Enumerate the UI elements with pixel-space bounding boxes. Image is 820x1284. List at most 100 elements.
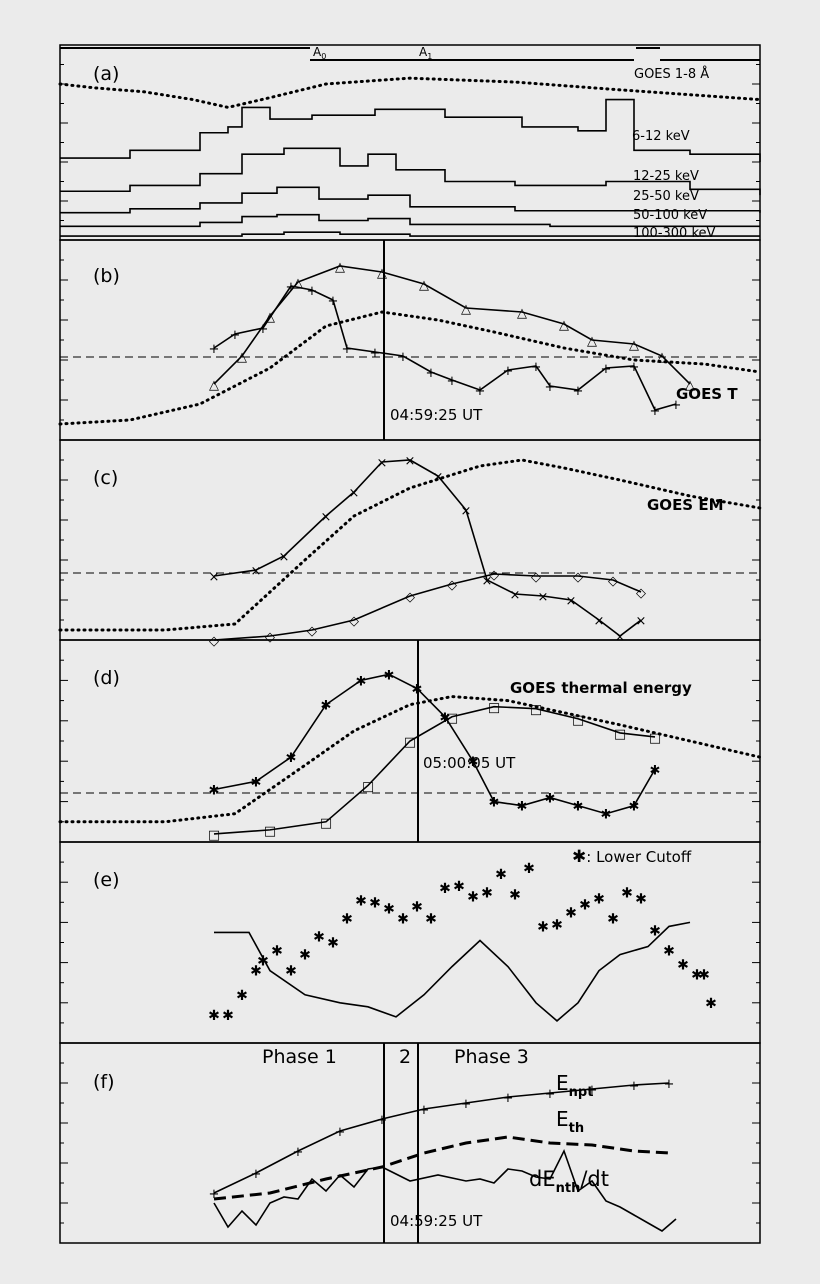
panel-d-series-1-marker: □ [264,824,276,839]
panel-b-series-1-marker: + [531,360,542,375]
panel-e-series-1-point: ✱ [565,905,577,921]
panel-b-series-1-marker: + [328,294,339,309]
panel-e-series-1-point: ✱ [271,944,283,960]
panel-d-series-0-marker: ✱ [356,674,367,689]
panel-f-series-0-marker: + [293,1145,304,1160]
phase-1-label: Phase 1 [262,1046,337,1068]
panel-b-series-0-marker: △ [517,306,527,321]
panel-d-series-1-marker: □ [488,701,500,716]
panel-e-series-1-point: ✱ [663,944,675,960]
panel-a-series-3-line [60,186,761,214]
panel-d-series-0-marker: ✱ [629,800,640,815]
panel-c-series-1-marker: ◇ [636,586,646,601]
panel-f-series-0-marker: + [335,1125,346,1140]
panel-f-series-0-line [213,1082,670,1194]
panel-b-series-0-marker: △ [629,338,639,353]
panel-d-series-0-marker: ✱ [440,711,451,726]
panel-frame-e [59,841,761,1044]
panel-b-series-1-marker: + [503,364,514,379]
panel-e-series-1-point: ✱ [383,901,395,917]
reference-lines [60,47,760,1243]
panel-d-series-0-marker: ✱ [601,808,612,823]
e-npt-label: Enpt [556,1071,593,1100]
panel-a-series-0-line [58,76,762,109]
panel-b-series-0-marker: △ [335,260,345,275]
panel-e-series-1-point: ✱ [250,964,262,980]
panel-e-series-1-point: ✱ [691,968,703,984]
phase-3-label: Phase 3 [454,1046,529,1068]
panel-e-series-1-point: ✱ [509,887,521,903]
panel-d-series-0-marker: ✱ [489,796,500,811]
panel-c-series-0-marker: × [321,510,332,525]
panel-c-series-0-marker: × [433,470,444,485]
panel-c-series-1-marker: ◇ [608,574,618,589]
panel-e-series-1-point: ✱ [439,881,451,897]
panel-b-series-1-marker: + [426,366,437,381]
panel-f-series-2-line [213,1148,677,1232]
panel-c-series-0-marker: × [279,550,290,565]
panel-d-series-0-marker: ✱ [286,751,297,766]
panel-e-series-1-point: ✱ [257,954,269,970]
panel-b-series-1-marker: + [342,342,353,357]
e-th-label: Eth [556,1107,584,1136]
panel-e-series-1-point: ✱ [705,996,717,1012]
panel-f-series-1-line [213,1135,670,1201]
panel-c-series-0-marker: × [349,486,360,501]
panel-d-series-1-marker: □ [446,711,458,726]
phase-2-label: 2 [399,1046,411,1068]
panel-e-series-1-point: ✱ [495,867,507,883]
panel-a-series-4-line [60,213,760,228]
panel-c-series-0-marker: × [405,454,416,469]
panel-d-series-1-marker: □ [404,735,416,750]
panel-c-series-1-marker: ◇ [209,634,219,649]
band-6-12-label: 6-12 keV [632,129,690,144]
panel-e-series-1-point: ✱ [467,889,479,905]
panel-c-series-1-marker: ◇ [489,568,499,583]
panel-c-series-1-marker: ◇ [531,570,541,585]
goes-t-label: GOES T [676,385,738,403]
panel-d-series-0-marker: ✱ [384,668,395,683]
panel-b-series-1-marker: + [475,384,486,399]
panel-b-series-0-marker: △ [377,266,387,281]
panel-b-series-1-marker: + [629,360,640,375]
panel-f-series-0-marker: + [209,1187,220,1202]
goes-1-8-label: GOES 1-8 Å [634,66,709,82]
panel-c-series-0-marker: × [377,456,388,471]
interval-a0-label: A0 [313,45,326,61]
panel-d-series-0-marker: ✱ [468,755,479,770]
lower-cutoff-legend: ✱: Lower Cutoff [572,847,692,867]
panel-f-series-0-marker: + [251,1167,262,1182]
panel-e-series-1-point: ✱ [355,893,367,909]
panel-e-series-1-point: ✱ [341,911,353,927]
panel-c-series-0-marker: × [482,574,493,589]
panel-e-series-1-point: ✱ [327,936,339,952]
interval-a1-label: A1 [419,45,432,61]
panel-c-label: (c) [93,467,118,489]
panel-c-series-0-marker: × [594,614,605,629]
panel-f-series-0-marker: + [503,1091,514,1106]
axis-ticks [60,64,760,1224]
panel-b-label: (b) [93,265,120,287]
panel-d-series-1-marker: □ [614,727,626,742]
panel-c-series-1-marker: ◇ [349,614,359,629]
panel-c-series-1-marker: ◇ [405,590,415,605]
goes-thermal-label: GOES thermal energy [510,679,692,697]
panel-b-series-1-line [213,285,677,411]
panel-e-series-1-point: ✱ [677,958,689,974]
panel-d-series-1-marker: □ [320,816,332,831]
panel-e-series-1-point: ✱ [621,885,633,901]
panel-e-series-1-point: ✱ [425,911,437,927]
panel-e-series-1-point: ✱ [607,911,619,927]
panel-d-series-1-marker: □ [208,828,220,843]
panel-a-series-5-line [60,231,760,237]
panel-f-series-0-marker: + [664,1077,675,1092]
panel-d-series-1-marker: □ [530,703,542,718]
panel-b-series-0-marker: △ [657,350,667,365]
panel-b-series-1-marker: + [209,342,220,357]
panel-b-series-1-marker: + [573,384,584,399]
time-d-label: 05:00:05 UT [423,754,516,772]
panel-c-series-0-marker: × [566,594,577,609]
panel-b-series-0-marker: △ [419,278,429,293]
panel-e-series-1-point: ✱ [313,929,325,945]
panel-e-series-0-line [214,921,691,1022]
